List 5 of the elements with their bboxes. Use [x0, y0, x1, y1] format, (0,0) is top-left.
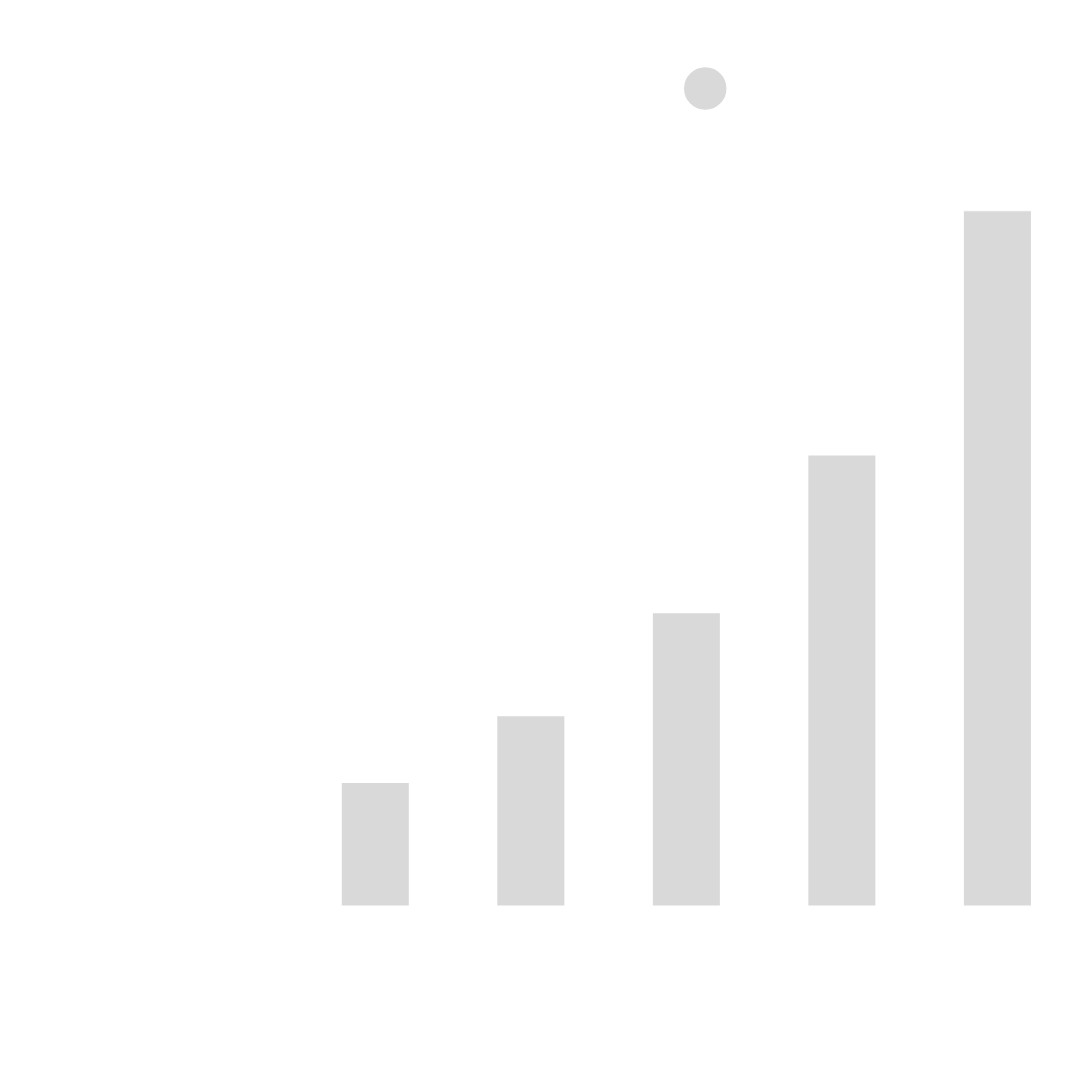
bar [495, 714, 566, 907]
bar [962, 210, 1033, 907]
bar [806, 454, 877, 907]
bar [340, 781, 411, 907]
bar [651, 611, 722, 907]
